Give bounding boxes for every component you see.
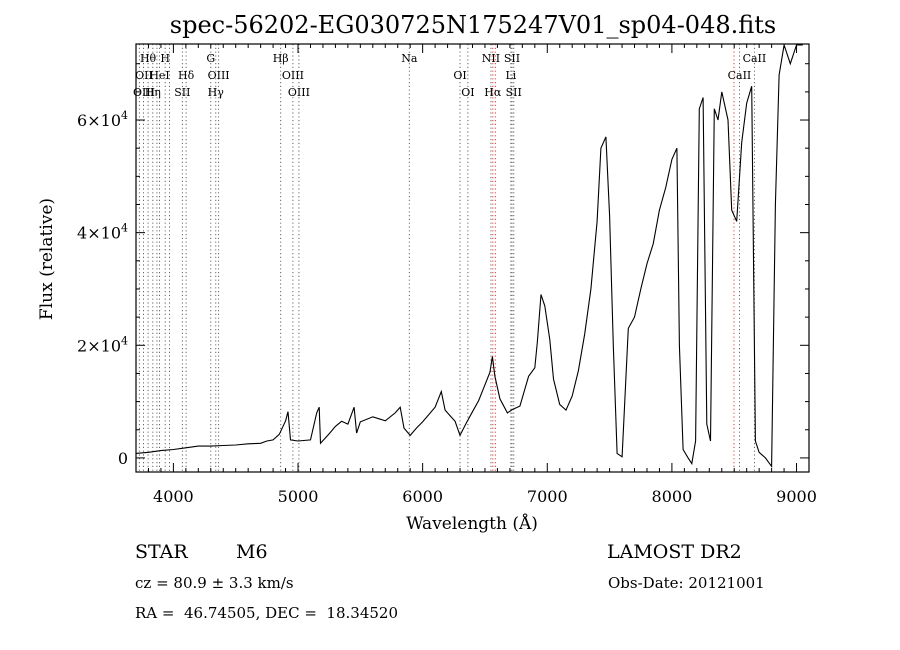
marker-label-2: OIII [133, 86, 155, 99]
marker-label-1: OII [135, 69, 153, 82]
spectrum-line [135, 44, 803, 469]
y-tick-label-0: 0 [118, 449, 128, 468]
marker-label-21: SII [506, 86, 522, 99]
marker-label-9: OIII [208, 69, 230, 82]
spectral-line-markers [138, 44, 755, 472]
marker-label-14: Na [401, 52, 418, 65]
x-tick-label-3: 7000 [527, 487, 568, 506]
x-tick-label-4: 8000 [652, 487, 693, 506]
x-tick-label-1: 5000 [278, 487, 319, 506]
marker-label-5: HeI [149, 69, 169, 82]
marker-label-17: NII [482, 52, 500, 65]
survey-name: LAMOST DR2 [607, 541, 742, 563]
marker-label-16: OI [461, 86, 474, 99]
y-axis: 0 2×104 4×104 6×104 [77, 63, 809, 468]
x-tick-label-0: 4000 [153, 487, 194, 506]
marker-label-13: OIII [288, 86, 310, 99]
x-axis: 4000 5000 6000 7000 8000 9000 [135, 44, 817, 506]
marker-label-11: Hβ [273, 52, 289, 65]
marker-label-7: SII [174, 86, 190, 99]
x-tick-label-2: 6000 [402, 487, 443, 506]
marker-label-8: G [206, 52, 215, 65]
object-type: STAR [135, 541, 188, 563]
marker-label-15: OI [453, 69, 466, 82]
marker-label-18: SII [504, 52, 520, 65]
redshift-velocity: cz = 80.9 ± 3.3 km/s [135, 574, 294, 592]
marker-label-12: OIII [282, 69, 304, 82]
marker-label-0: Hθ [140, 52, 157, 65]
y-axis-label: Flux (relative) [37, 198, 57, 320]
marker-label-3: Hη [145, 86, 161, 99]
object-subclass: M6 [236, 541, 268, 563]
marker-label-6: Hδ [178, 69, 195, 82]
y-tick-label-3: 6×104 [77, 109, 128, 130]
marker-label-19: Li [505, 69, 516, 82]
x-axis-label: Wavelength (Å) [406, 513, 538, 534]
coordinates: RA = 46.74505, DEC = 18.34520 [135, 604, 399, 622]
marker-label-23: CaII [728, 69, 752, 82]
marker-label-22: CaII [743, 52, 767, 65]
marker-label-10: Hγ [208, 86, 225, 99]
y-tick-label-2: 4×104 [77, 222, 128, 243]
plot-frame [135, 43, 810, 473]
observation-date: Obs-Date: 20121001 [608, 574, 765, 592]
marker-label-20: Hα [484, 86, 502, 99]
x-tick-label-5: 9000 [776, 487, 817, 506]
y-tick-label-1: 2×104 [77, 334, 128, 355]
chart-title: spec-56202-EG030725N175247V01_sp04-048.f… [170, 11, 776, 39]
marker-label-4: H [160, 52, 170, 65]
